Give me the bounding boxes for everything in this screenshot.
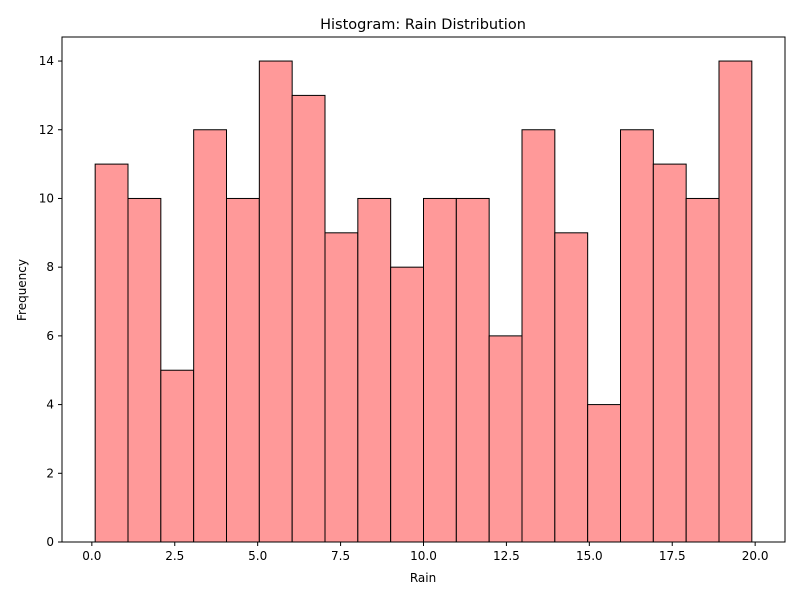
histogram-bar bbox=[193, 129, 227, 543]
histogram-bar bbox=[554, 232, 589, 543]
x-tick-label: 12.5 bbox=[493, 549, 520, 563]
y-tick-label: 2 bbox=[46, 466, 54, 480]
bars-group bbox=[94, 60, 753, 543]
y-axis-ticks: 0 2 4 6 8 10 12 14 bbox=[39, 54, 62, 549]
y-tick-label: 8 bbox=[46, 260, 54, 274]
histogram-bar bbox=[291, 94, 326, 543]
x-tick-label: 7.5 bbox=[331, 549, 350, 563]
y-tick-label: 6 bbox=[46, 329, 54, 343]
x-axis-ticks: 0.0 2.5 5.0 7.5 10.0 12.5 15.0 17.5 20.0 bbox=[82, 542, 769, 563]
histogram-bar bbox=[357, 197, 392, 543]
histogram-bar bbox=[685, 197, 720, 543]
histogram-bar bbox=[488, 335, 523, 543]
y-tick-label: 14 bbox=[39, 54, 54, 68]
histogram-bar bbox=[455, 197, 490, 543]
histogram-bar bbox=[620, 129, 654, 543]
histogram-bar bbox=[160, 369, 195, 543]
histogram-bar bbox=[652, 163, 687, 543]
x-tick-label: 15.0 bbox=[576, 549, 603, 563]
chart-title: Histogram: Rain Distribution bbox=[320, 17, 526, 33]
histogram-bar bbox=[587, 404, 622, 543]
y-axis-label: Frequency bbox=[15, 259, 29, 321]
x-tick-label: 20.0 bbox=[742, 549, 769, 563]
histogram-bar bbox=[225, 197, 260, 543]
x-tick-label: 5.0 bbox=[248, 549, 267, 563]
y-tick-label: 0 bbox=[46, 535, 54, 549]
x-tick-label: 0.0 bbox=[82, 549, 101, 563]
y-tick-label: 10 bbox=[39, 191, 54, 205]
histogram-bar bbox=[718, 60, 753, 543]
x-tick-label: 2.5 bbox=[165, 549, 184, 563]
x-axis-label: Rain bbox=[410, 571, 436, 585]
histogram-bar bbox=[94, 163, 129, 543]
histogram-bar bbox=[423, 197, 457, 543]
histogram-bar bbox=[521, 129, 556, 543]
histogram-bar bbox=[324, 232, 359, 543]
y-tick-label: 12 bbox=[39, 123, 54, 137]
histogram-bar bbox=[390, 266, 424, 543]
x-tick-label: 10.0 bbox=[410, 549, 437, 563]
y-tick-label: 4 bbox=[46, 398, 54, 412]
histogram-bar bbox=[258, 60, 293, 543]
histogram-bar bbox=[127, 197, 162, 543]
x-tick-label: 17.5 bbox=[659, 549, 686, 563]
